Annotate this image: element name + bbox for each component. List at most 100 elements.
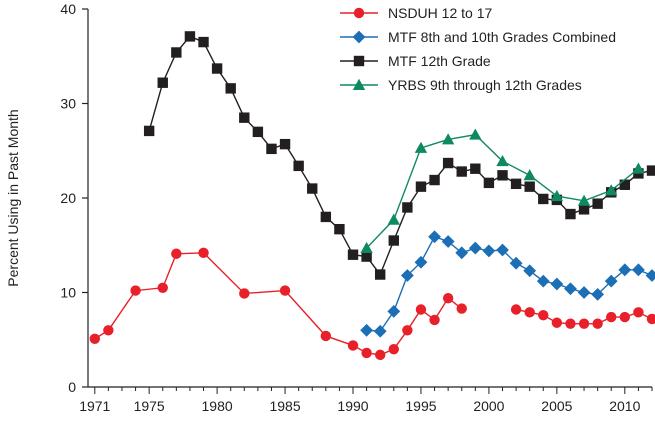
data-point [320,330,332,342]
data-point [414,255,428,269]
data-point [592,198,603,209]
series-diamond [360,230,655,338]
data-point [130,285,141,296]
data-point [524,181,535,192]
data-point [252,126,264,138]
data-point [633,307,644,318]
data-point [184,31,196,42]
data-point [198,247,209,259]
y-tick-label: 0 [68,379,76,395]
data-point [307,183,318,194]
data-point [360,323,374,337]
data-point [646,165,655,176]
data-point [564,282,577,296]
data-point [523,264,537,278]
data-point [536,274,550,288]
data-point [483,177,495,189]
legend-marker [352,30,366,44]
data-point [509,256,523,270]
data-point [429,314,440,326]
series-line [366,133,639,249]
x-tick-label: 2010 [609,398,640,414]
data-point [347,340,359,351]
data-point [429,174,440,186]
legend-label: NSDUH 12 to 17 [388,5,492,21]
data-point [646,313,655,325]
data-point [279,138,291,150]
data-point [510,304,522,315]
data-point [441,235,455,248]
data-point [482,244,496,258]
data-point [320,211,332,223]
x-tick-label: 1990 [337,398,368,414]
data-point [373,324,387,338]
data-point [143,125,155,137]
legend-label: MTF 12th Grade [388,53,491,69]
legend-item: YRBS 9th through 12th Grades [340,77,582,93]
legend-item: MTF 12th Grade [340,53,491,69]
data-point [441,133,455,145]
data-point [456,303,467,314]
data-point [591,287,605,301]
axes: 0 10 20 30 40 1971 1975 1980 1985 1990 1995 2000 200… [60,1,653,414]
data-point [374,269,386,280]
data-point [400,269,414,282]
data-point [89,333,100,345]
legend-marker [353,7,365,19]
data-point [198,36,209,48]
data-point [645,269,655,282]
data-point [428,230,441,244]
data-point [456,166,467,177]
data-point [225,83,236,94]
data-point [414,141,428,153]
data-point [577,194,591,206]
data-point [632,162,645,174]
series-line [148,35,653,276]
data-point [374,349,386,361]
data-point [538,193,549,205]
data-point [592,318,603,329]
data-point [497,170,508,181]
x-tick-label: 1980 [202,398,233,414]
data-point [524,307,535,318]
data-point [293,160,304,172]
series-layer [89,31,655,361]
series-line [94,252,463,356]
data-point [279,285,291,296]
data-point [415,181,427,192]
data-point [551,317,563,328]
data-point [361,347,372,359]
data-point [402,325,413,336]
data-point [632,263,645,277]
data-point [496,243,509,257]
data-point [361,251,372,262]
data-point [496,154,509,167]
data-point [157,282,168,293]
data-point [619,311,631,323]
x-tick-label: 1985 [269,398,300,414]
data-point [402,202,413,213]
x-tick-label: 1975 [134,398,165,414]
data-point [239,288,250,299]
legend-label: YRBS 9th through 12th Grades [388,77,582,93]
data-point [360,241,373,254]
data-point [577,286,591,299]
x-tick-label: 2000 [473,398,504,414]
y-tick-label: 40 [60,1,76,17]
data-point [388,344,399,355]
data-point [618,263,632,277]
data-point [387,213,400,225]
data-point [468,241,482,255]
data-point [578,204,590,215]
legend-marker [352,78,366,90]
data-point [442,292,454,304]
data-point [347,249,359,260]
y-tick-label: 20 [60,190,76,206]
data-point [171,248,182,259]
y-tick-label: 30 [60,96,76,112]
data-point [604,274,618,288]
data-point [442,157,454,169]
data-point [157,77,168,88]
legend: NSDUH 12 to 17 MTF 8th and 10th Grades Co… [340,5,616,93]
